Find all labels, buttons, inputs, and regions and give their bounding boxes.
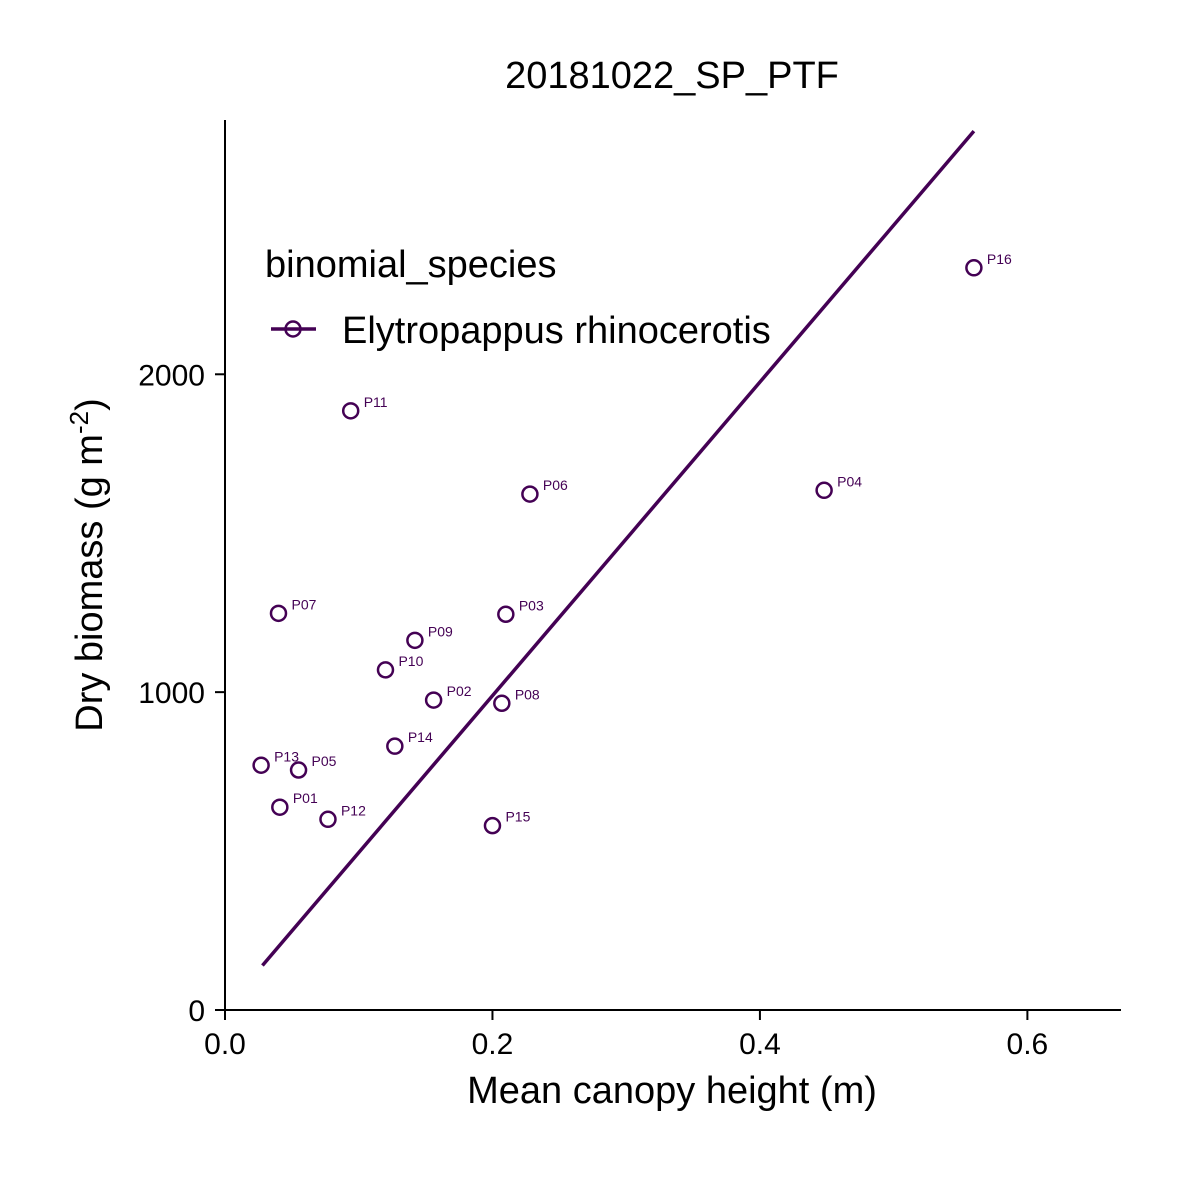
- data-point: [965, 259, 983, 277]
- point-label: P14: [408, 729, 433, 745]
- data-point: [252, 756, 270, 774]
- point-label: P13: [274, 748, 299, 764]
- data-point: [497, 605, 515, 624]
- point-label: P16: [987, 251, 1012, 267]
- y-axis-title: Dry biomass (g m-2): [64, 398, 111, 732]
- data-point: [319, 810, 337, 829]
- x-axis-ticks: 0.0 0.2 0.4 0.6: [204, 1010, 1048, 1061]
- legend-title: binomial_species: [265, 244, 557, 286]
- point-label: P12: [341, 802, 366, 818]
- x-tick-label: 0.4: [739, 1028, 781, 1061]
- legend: binomial_species Elytropappus rhinocerot…: [265, 244, 771, 352]
- point-label: P02: [447, 683, 472, 699]
- y-tick-label: 1000: [138, 677, 205, 710]
- y-tick-label: 0: [188, 995, 205, 1028]
- y-axis-ticks: 0 1000 2000: [138, 359, 225, 1028]
- point-label: P11: [364, 394, 388, 410]
- y-axis-title-main: Dry biomass (g m: [69, 434, 111, 732]
- data-point: [269, 604, 288, 623]
- data-point: [341, 402, 360, 420]
- data-point: [483, 816, 502, 835]
- x-axis-title: Mean canopy height (m): [467, 1070, 877, 1112]
- data-point: [815, 481, 833, 500]
- x-tick-label: 0.6: [1007, 1028, 1049, 1061]
- data-point: [424, 691, 443, 709]
- data-point: [406, 631, 424, 650]
- data-point: [493, 694, 511, 713]
- point-label: P06: [543, 477, 568, 493]
- x-tick-label: 0.0: [204, 1028, 246, 1061]
- data-point: [376, 661, 395, 679]
- data-point: [521, 485, 539, 503]
- data-point: [386, 737, 404, 755]
- plot-area: P01 P02 P03 P04 P05 P06 P07 P08 P09 P10 P11 P12 P13 P…: [252, 129, 1012, 967]
- y-axis-title-superscript: -2: [64, 411, 94, 434]
- fit-line: [261, 129, 976, 967]
- legend-entry-label: Elytropappus rhinocerotis: [342, 310, 771, 352]
- point-label: P03: [519, 597, 544, 613]
- y-axis-title-suffix: ): [69, 398, 111, 411]
- chart-title: 20181022_SP_PTF: [505, 55, 839, 97]
- y-tick-label: 2000: [138, 359, 205, 392]
- data-point: [271, 798, 289, 816]
- point-label: P01: [293, 790, 318, 806]
- point-label: P07: [291, 596, 316, 612]
- point-label: P05: [312, 753, 337, 769]
- point-label: P09: [428, 623, 453, 639]
- point-label: P08: [515, 686, 540, 702]
- point-label: P10: [398, 653, 423, 669]
- data-point: [289, 761, 308, 779]
- x-tick-label: 0.2: [472, 1028, 514, 1061]
- point-label: P04: [837, 473, 862, 489]
- legend-key-marker: [284, 320, 302, 338]
- point-label: P15: [505, 809, 530, 825]
